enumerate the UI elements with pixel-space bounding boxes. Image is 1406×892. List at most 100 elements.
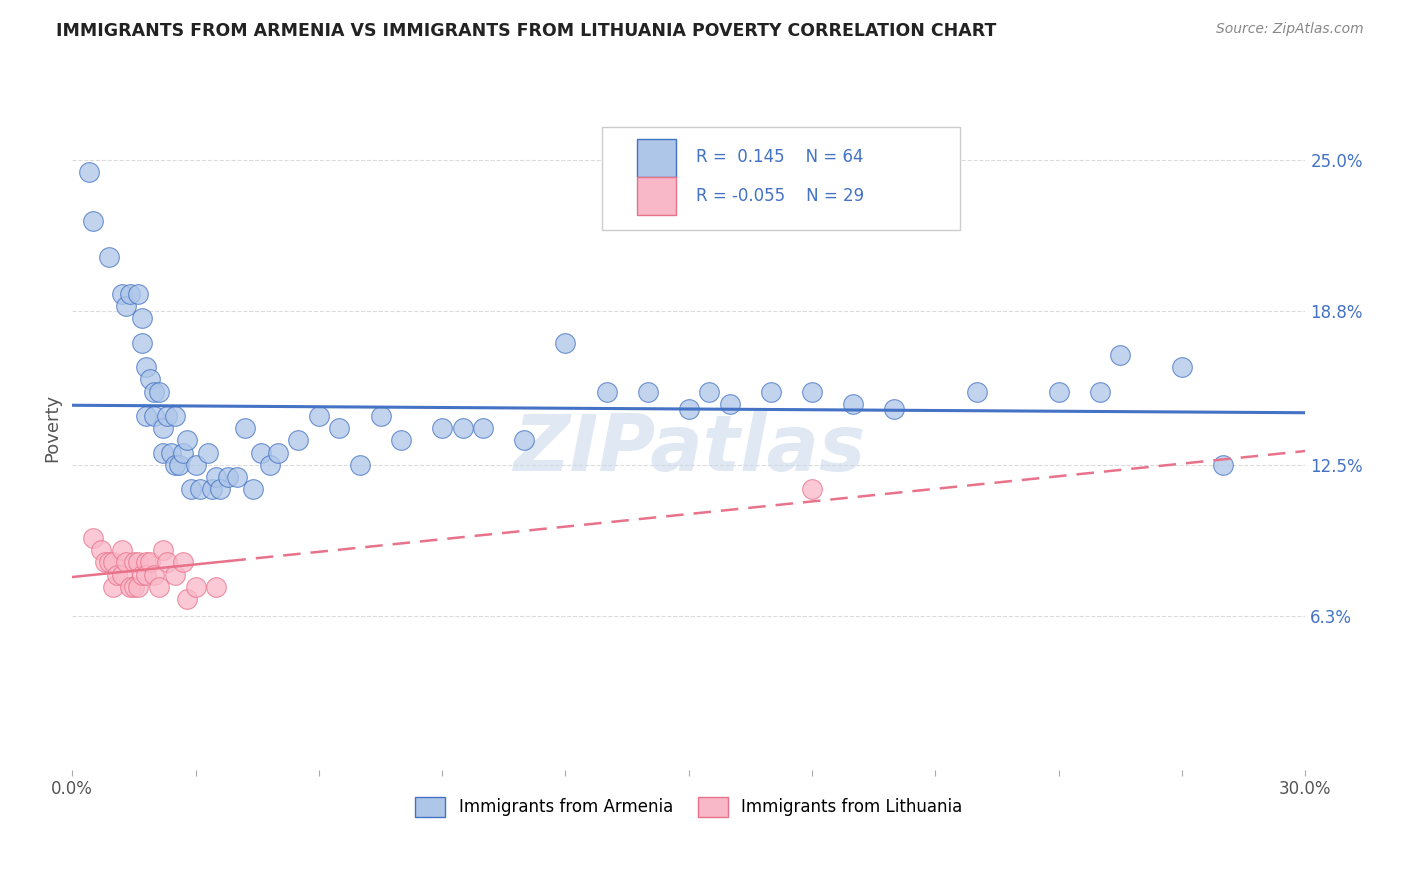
Text: R = -0.055    N = 29: R = -0.055 N = 29: [696, 186, 865, 205]
Point: [184, 580, 207, 594]
Point: [184, 458, 207, 472]
Point: [122, 580, 145, 594]
Point: [201, 482, 224, 496]
Point: [163, 458, 186, 472]
Point: [135, 567, 157, 582]
Point: [1088, 384, 1111, 399]
Point: [172, 556, 194, 570]
Point: [370, 409, 392, 423]
Point: [225, 470, 247, 484]
Point: [156, 556, 179, 570]
Point: [103, 580, 125, 594]
Point: [172, 445, 194, 459]
Point: [176, 592, 198, 607]
Point: [430, 421, 453, 435]
Point: [152, 421, 174, 435]
Text: Source: ZipAtlas.com: Source: ZipAtlas.com: [1216, 22, 1364, 37]
Point: [287, 434, 309, 448]
Text: IMMIGRANTS FROM ARMENIA VS IMMIGRANTS FROM LITHUANIA POVERTY CORRELATION CHART: IMMIGRANTS FROM ARMENIA VS IMMIGRANTS FR…: [56, 22, 997, 40]
Point: [160, 445, 183, 459]
Point: [205, 580, 228, 594]
Point: [513, 434, 536, 448]
Point: [242, 482, 264, 496]
FancyBboxPatch shape: [603, 128, 960, 230]
Point: [328, 421, 350, 435]
Point: [472, 421, 495, 435]
Point: [842, 397, 865, 411]
Point: [110, 567, 132, 582]
Point: [131, 567, 153, 582]
Point: [143, 409, 166, 423]
Point: [451, 421, 474, 435]
Point: [308, 409, 330, 423]
Point: [163, 409, 186, 423]
Point: [217, 470, 239, 484]
Point: [114, 299, 136, 313]
Legend: Immigrants from Armenia, Immigrants from Lithuania: Immigrants from Armenia, Immigrants from…: [409, 790, 969, 823]
Y-axis label: Poverty: Poverty: [44, 394, 60, 462]
Point: [143, 567, 166, 582]
Point: [197, 445, 219, 459]
Point: [135, 360, 157, 375]
Point: [94, 556, 117, 570]
Point: [118, 286, 141, 301]
Point: [139, 372, 162, 386]
Point: [1171, 360, 1194, 375]
Point: [637, 384, 659, 399]
Point: [127, 286, 149, 301]
Point: [152, 543, 174, 558]
Point: [1109, 348, 1132, 362]
Point: [759, 384, 782, 399]
Point: [389, 434, 412, 448]
Point: [82, 531, 104, 545]
Point: [205, 470, 228, 484]
Point: [152, 445, 174, 459]
Point: [883, 401, 905, 416]
FancyBboxPatch shape: [637, 139, 676, 177]
Point: [148, 580, 170, 594]
Point: [110, 286, 132, 301]
Point: [250, 445, 273, 459]
Point: [1212, 458, 1234, 472]
Point: [135, 409, 157, 423]
Point: [267, 445, 290, 459]
Point: [595, 384, 617, 399]
Point: [801, 482, 824, 496]
Text: R =  0.145    N = 64: R = 0.145 N = 64: [696, 148, 863, 167]
Point: [107, 567, 129, 582]
Point: [131, 335, 153, 350]
Point: [131, 311, 153, 326]
Point: [718, 397, 741, 411]
Point: [114, 556, 136, 570]
Point: [77, 165, 100, 179]
Point: [122, 556, 145, 570]
Point: [135, 556, 157, 570]
Point: [127, 580, 149, 594]
Point: [966, 384, 988, 399]
Point: [163, 567, 186, 582]
Point: [118, 580, 141, 594]
Point: [98, 250, 121, 264]
Point: [209, 482, 232, 496]
Point: [678, 401, 700, 416]
Point: [1047, 384, 1070, 399]
Point: [110, 543, 132, 558]
Point: [156, 409, 179, 423]
Point: [167, 458, 190, 472]
Point: [143, 384, 166, 399]
Point: [139, 556, 162, 570]
Point: [554, 335, 576, 350]
Point: [180, 482, 202, 496]
FancyBboxPatch shape: [637, 178, 676, 215]
Point: [801, 384, 824, 399]
Point: [98, 556, 121, 570]
Point: [259, 458, 281, 472]
Point: [82, 213, 104, 227]
Point: [188, 482, 211, 496]
Point: [127, 556, 149, 570]
Point: [349, 458, 371, 472]
Point: [103, 556, 125, 570]
Point: [148, 384, 170, 399]
Point: [699, 384, 721, 399]
Point: [233, 421, 256, 435]
